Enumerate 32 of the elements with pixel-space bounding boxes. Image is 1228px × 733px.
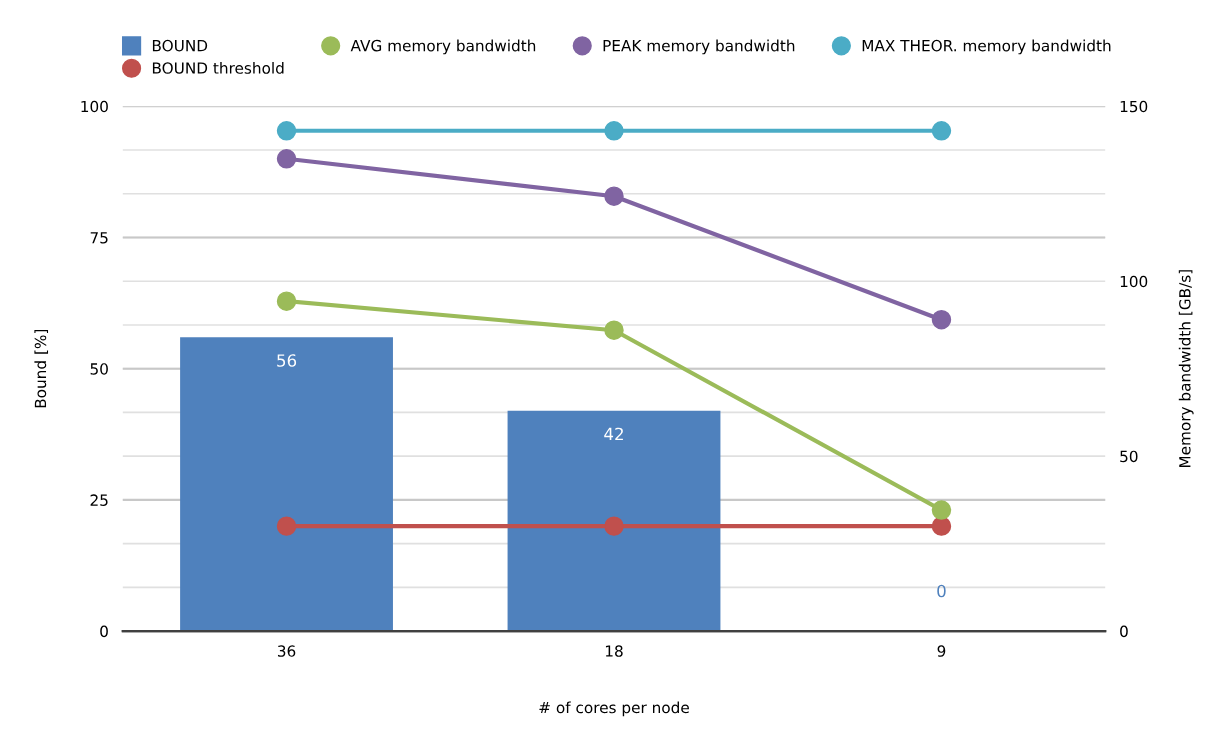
legend-label: BOUND: [152, 39, 208, 52]
point: [931, 121, 952, 141]
data-label: 56: [277, 354, 297, 367]
point: [604, 320, 624, 340]
point: [931, 500, 952, 520]
point: [931, 309, 952, 330]
y2-tick-label: 50: [1120, 450, 1138, 463]
point: [276, 149, 297, 169]
y-tick-label: 0: [100, 625, 108, 638]
x-axis-title: # of cores per node: [539, 701, 689, 717]
y-tick-label: 100: [81, 100, 108, 113]
x-tick-label: 9: [937, 645, 946, 657]
point: [604, 186, 624, 206]
y-tick-label: 50: [90, 363, 108, 375]
data-label: 42: [604, 427, 623, 441]
point: [276, 121, 297, 141]
y2-axis-title: Memory bandwidth [GB/s]: [1178, 270, 1194, 468]
y-tick-label: 75: [90, 232, 108, 244]
y2-tick-label: 150: [1120, 100, 1148, 113]
y-axis-title: Bound [%]: [34, 329, 49, 408]
y2-tick-label: 0: [1120, 625, 1128, 638]
legend-label: MAX THEOR. memory bandwidth: [862, 39, 1111, 55]
legend-label: PEAK memory bandwidth: [603, 39, 795, 55]
data-label: 0: [937, 584, 946, 598]
point: [276, 291, 297, 311]
x-tick-label: 18: [605, 645, 623, 657]
y2-tick-label: 100: [1120, 275, 1148, 288]
y-tick-label: 25: [90, 494, 108, 506]
legend-label: AVG memory bandwidth: [350, 39, 536, 55]
legend-label: BOUND threshold: [152, 62, 284, 74]
point: [604, 121, 624, 141]
x-tick-label: 36: [277, 645, 296, 657]
